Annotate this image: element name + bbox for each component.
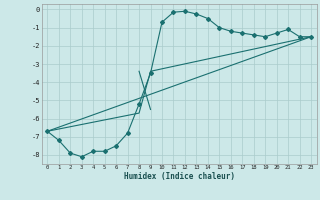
X-axis label: Humidex (Indice chaleur): Humidex (Indice chaleur) [124,172,235,181]
